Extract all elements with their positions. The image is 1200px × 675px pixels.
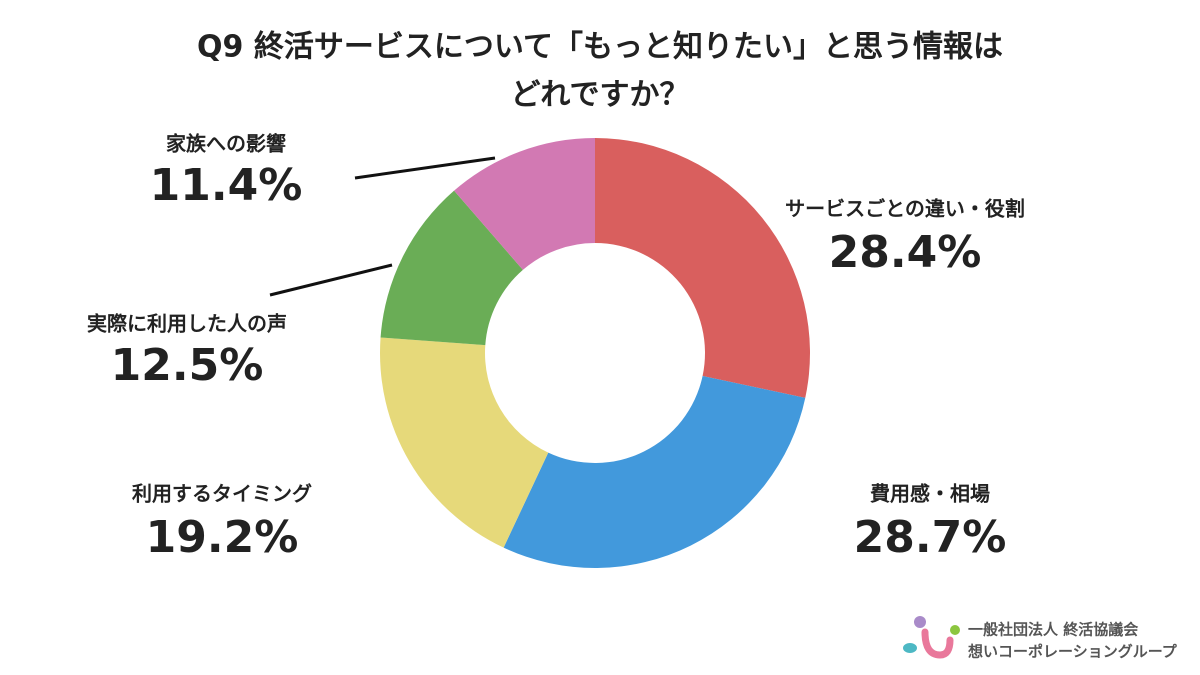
leader-line [354, 156, 496, 180]
leader-line [269, 263, 393, 297]
value-label: 12.5% [111, 340, 264, 391]
logo-text: 想いコーポレーショングループ [967, 643, 1178, 661]
logo: 一般社団法人 終活協議会 想いコーポレーショングループ [903, 616, 1178, 661]
donut-slice [379, 337, 549, 548]
value-label: 28.7% [854, 512, 1007, 563]
logo-text: 一般社団法人 終活協議会 [968, 621, 1138, 639]
slice-label: 家族への影響 [166, 132, 286, 156]
logo-dot [950, 625, 960, 635]
value-label: 19.2% [146, 512, 299, 563]
slice-label: サービスごとの違い・役割 [785, 197, 1025, 221]
value-label: 28.4% [829, 227, 982, 278]
logo-dot [903, 643, 917, 653]
slice-label: 実際に利用した人の声 [87, 312, 287, 336]
donut-slice [454, 138, 595, 270]
slice-label: 利用するタイミング [132, 482, 312, 506]
donut-slice [503, 375, 806, 569]
donut-slice [595, 138, 810, 398]
chart-title: どれですか？ [510, 78, 689, 113]
logo-mark [921, 628, 954, 659]
donut-slice [380, 190, 523, 346]
logo-dot [914, 616, 926, 628]
value-label: 11.4% [150, 160, 303, 211]
chart-title: Q9 終活サービスについて「もっと知りたい」と思う情報は [197, 30, 1003, 65]
slice-label: 費用感・相場 [870, 482, 990, 506]
